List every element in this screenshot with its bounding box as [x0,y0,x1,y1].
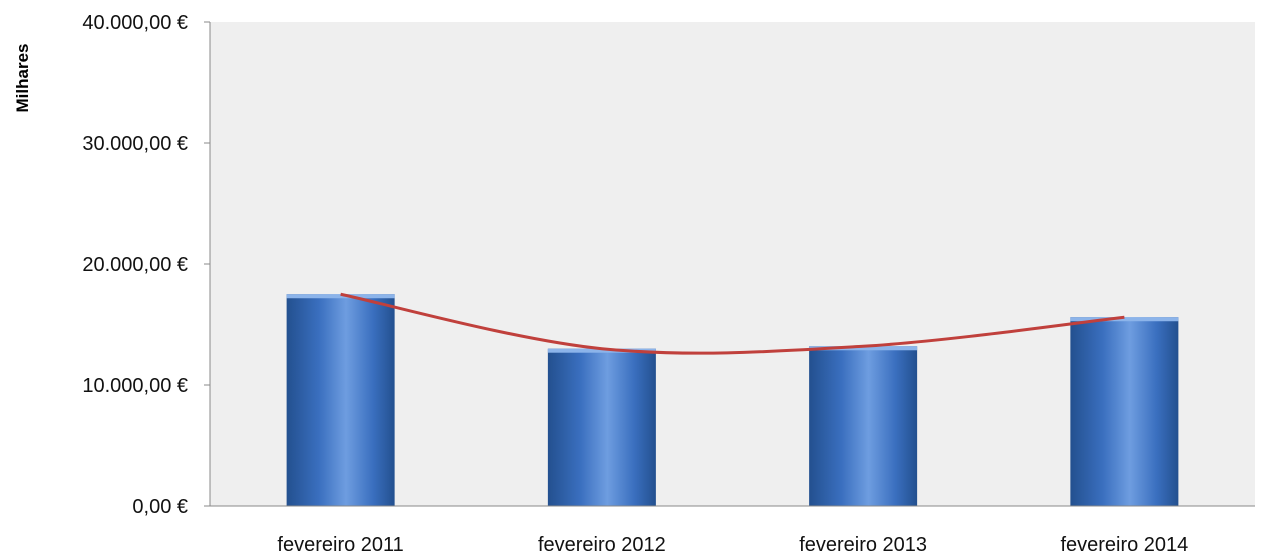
bar [547,348,656,506]
x-category-label: fevereiro 2013 [799,534,927,555]
y-tick-label: 40.000,00 € [82,12,188,34]
bar-top-highlight [1070,317,1179,322]
bar-top-highlight [286,294,395,299]
bar [286,294,395,506]
trendline [340,292,1125,355]
bar-body [286,294,395,506]
x-category-label: fevereiro 2014 [1060,534,1188,555]
y-axis-title: Milhares [13,44,32,113]
bar-top-highlight [809,346,918,351]
y-tick-label: 30.000,00 € [82,133,188,155]
y-tick-label: 10.000,00 € [82,375,188,397]
bar [1070,317,1179,506]
x-category-label: fevereiro 2012 [538,534,666,555]
bar-body [809,346,918,506]
x-category-label: fevereiro 2011 [277,534,403,555]
bar-body [1070,317,1179,506]
bar-body [547,348,656,506]
bar-top-highlight [547,348,656,353]
bar [809,346,918,506]
y-tick-label: 20.000,00 € [82,254,188,276]
y-tick-label: 0,00 € [132,496,188,518]
